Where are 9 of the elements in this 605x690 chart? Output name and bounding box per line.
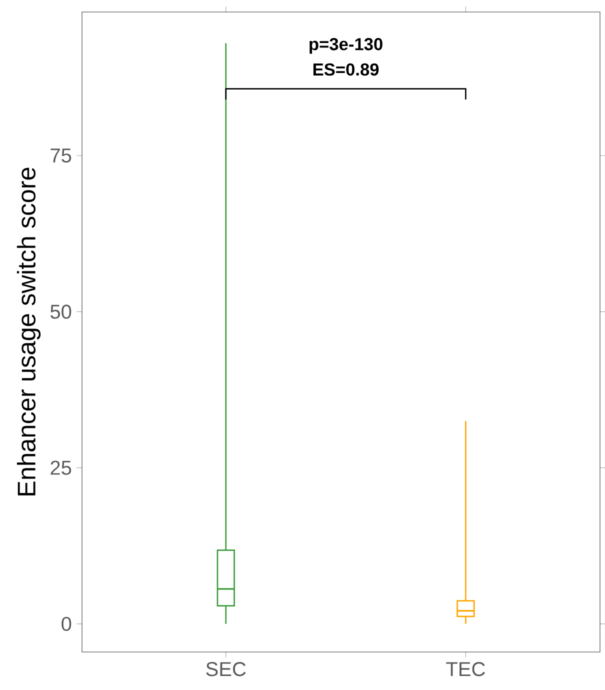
annotation: ES=0.89 [313, 63, 378, 76]
y-tick-label: 0 [61, 616, 71, 631]
annotation: p=3e-130 [309, 38, 382, 54]
x-tick-label: TEC [446, 662, 485, 676]
y-axis-title: Enhancer usage switch score [16, 168, 40, 496]
y-tick-label: 50 [50, 304, 71, 319]
y-tick-label: 75 [50, 148, 71, 163]
x-tick-label: SEC [206, 662, 246, 676]
y-tick-label: 25 [50, 460, 71, 475]
